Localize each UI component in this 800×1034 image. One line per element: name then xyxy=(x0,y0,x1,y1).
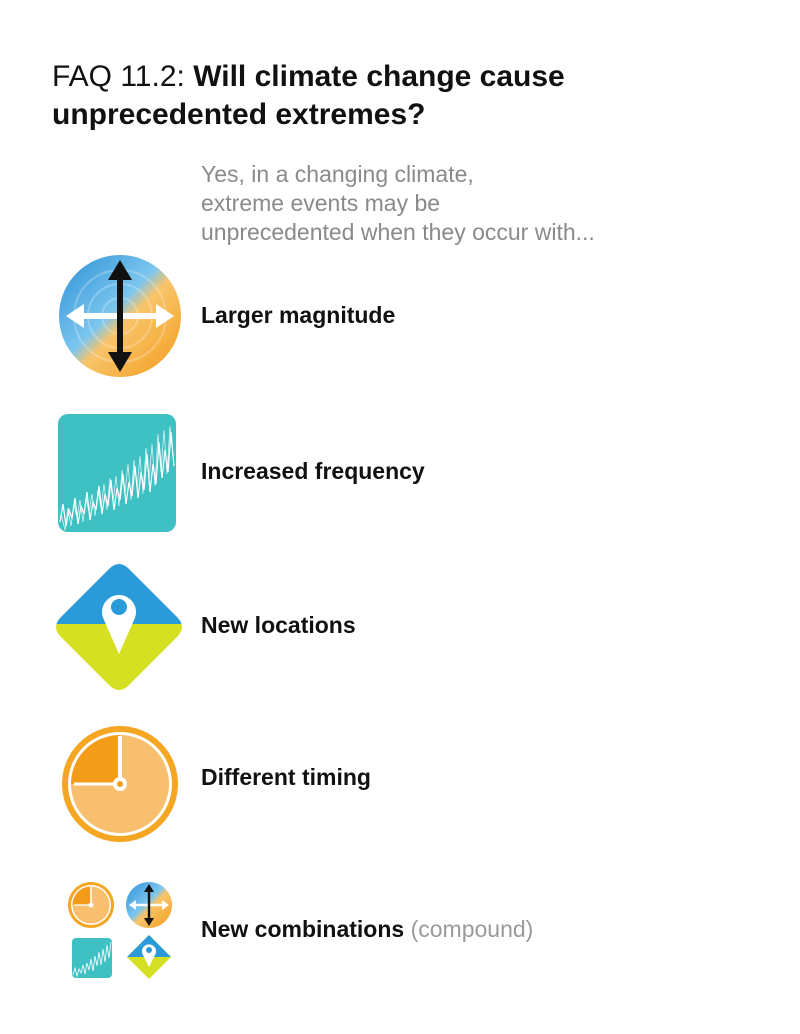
magnitude-arrows-icon xyxy=(59,255,181,377)
frequency-timeseries-icon xyxy=(58,414,176,532)
item-larger-magnitude: Larger magnitude xyxy=(0,254,800,378)
item-label: New combinations (compound) xyxy=(201,916,533,943)
intro-line: Yes, in a changing climate, xyxy=(201,161,474,187)
intro-line: unprecedented when they occur with... xyxy=(201,219,595,245)
item-different-timing: Different timing xyxy=(0,724,800,844)
combined-icons-icon xyxy=(68,882,172,979)
location-pin-icon xyxy=(56,564,182,690)
item-label: Increased frequency xyxy=(201,458,425,484)
item-label-note: (compound) xyxy=(410,916,534,942)
item-label-main: New combinations xyxy=(201,916,405,942)
intro-line: extreme events may be xyxy=(201,190,441,216)
item-label: Larger magnitude xyxy=(201,302,396,328)
item-new-combinations: New combinations (compound) xyxy=(0,880,800,986)
title-main: Will climate change cause unprecedented … xyxy=(52,60,565,131)
item-new-locations: New locations xyxy=(0,562,800,692)
item-increased-frequency: Increased frequency xyxy=(0,414,800,532)
page-title: FAQ 11.2: Will climate change cause unpr… xyxy=(52,58,752,134)
intro-text: Yes, in a changing climate, extreme even… xyxy=(201,160,721,247)
item-label: Different timing xyxy=(201,764,371,790)
item-label: New locations xyxy=(201,612,356,638)
title-prefix: FAQ 11.2: xyxy=(52,60,185,93)
clock-icon xyxy=(62,726,178,842)
